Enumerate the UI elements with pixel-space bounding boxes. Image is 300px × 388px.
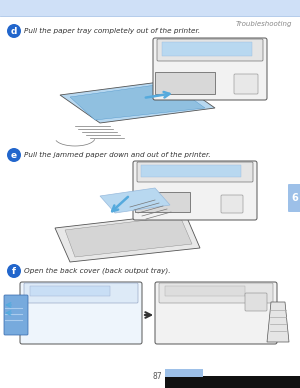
FancyBboxPatch shape bbox=[30, 286, 110, 296]
Polygon shape bbox=[60, 80, 215, 123]
Polygon shape bbox=[100, 188, 170, 213]
Bar bbox=[165, 376, 300, 388]
Circle shape bbox=[7, 148, 21, 162]
FancyBboxPatch shape bbox=[155, 282, 277, 344]
Circle shape bbox=[7, 264, 21, 278]
Circle shape bbox=[7, 24, 21, 38]
Text: Pull the jammed paper down and out of the printer.: Pull the jammed paper down and out of th… bbox=[24, 152, 211, 158]
FancyBboxPatch shape bbox=[245, 293, 267, 311]
FancyBboxPatch shape bbox=[4, 295, 28, 335]
FancyBboxPatch shape bbox=[234, 74, 258, 94]
FancyBboxPatch shape bbox=[221, 195, 243, 213]
FancyBboxPatch shape bbox=[137, 162, 253, 182]
FancyBboxPatch shape bbox=[133, 161, 257, 220]
FancyBboxPatch shape bbox=[288, 184, 300, 212]
Text: d: d bbox=[11, 26, 17, 35]
Bar bbox=[0, 0, 300, 16]
Text: Pull the paper tray completely out of the printer.: Pull the paper tray completely out of th… bbox=[24, 28, 200, 34]
FancyBboxPatch shape bbox=[159, 283, 273, 303]
FancyBboxPatch shape bbox=[157, 39, 263, 61]
FancyBboxPatch shape bbox=[24, 283, 138, 303]
Text: f: f bbox=[12, 267, 16, 275]
FancyBboxPatch shape bbox=[20, 282, 142, 344]
FancyBboxPatch shape bbox=[153, 38, 267, 100]
Text: Troubleshooting: Troubleshooting bbox=[236, 21, 292, 27]
Polygon shape bbox=[55, 213, 200, 262]
FancyBboxPatch shape bbox=[141, 165, 241, 177]
Bar bbox=[165, 369, 203, 377]
Text: Open the back cover (back output tray).: Open the back cover (back output tray). bbox=[24, 268, 170, 274]
FancyBboxPatch shape bbox=[155, 72, 215, 94]
Text: 87: 87 bbox=[152, 372, 162, 381]
Text: 6: 6 bbox=[291, 193, 298, 203]
Polygon shape bbox=[70, 83, 205, 120]
Polygon shape bbox=[65, 216, 192, 257]
FancyBboxPatch shape bbox=[165, 286, 245, 296]
FancyBboxPatch shape bbox=[135, 192, 190, 212]
FancyBboxPatch shape bbox=[162, 42, 252, 56]
Polygon shape bbox=[267, 302, 289, 342]
Text: e: e bbox=[11, 151, 17, 159]
